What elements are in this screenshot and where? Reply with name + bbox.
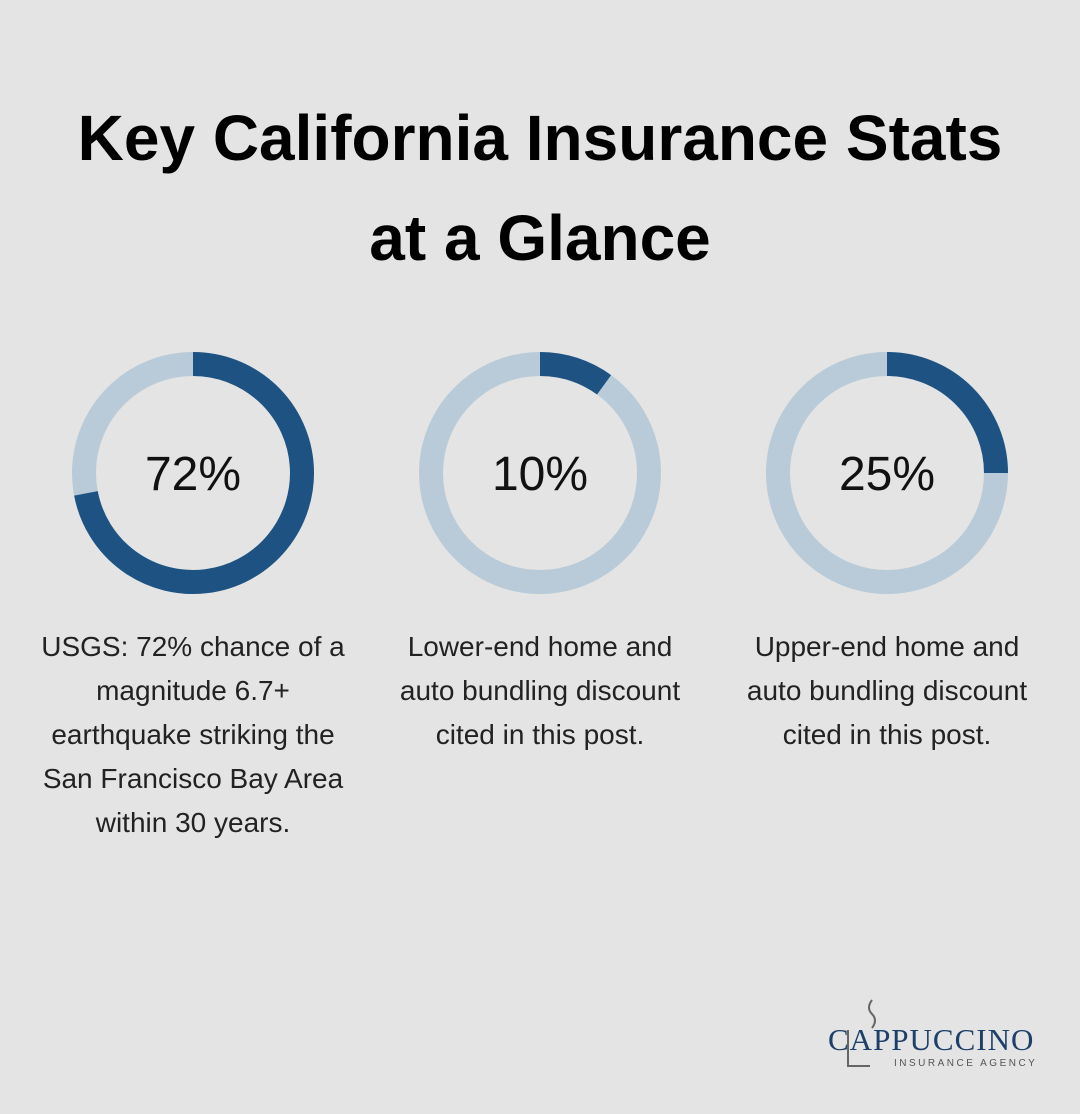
title: Key California Insurance Stats at a Glan…	[77, 102, 1003, 274]
logo-name: CAPPUCCINO	[828, 1022, 1035, 1057]
donut-value-label: 72%	[145, 448, 241, 501]
donut-value-label: 25%	[839, 448, 935, 501]
logo-cup	[847, 999, 876, 1067]
logo-tagline: INSURANCE AGENCY	[894, 1058, 1038, 1069]
donut-value-label: 10%	[492, 448, 588, 501]
donut-arc	[74, 352, 314, 594]
caption: USGS: 72% chance of a magnitude 6.7+ ear…	[41, 631, 345, 838]
donut-arc	[539, 352, 612, 395]
donut-arc	[886, 352, 1008, 474]
caption: Lower-end home and auto bundling discoun…	[399, 631, 681, 750]
caption: Upper-end home and auto bundling discoun…	[746, 631, 1028, 750]
